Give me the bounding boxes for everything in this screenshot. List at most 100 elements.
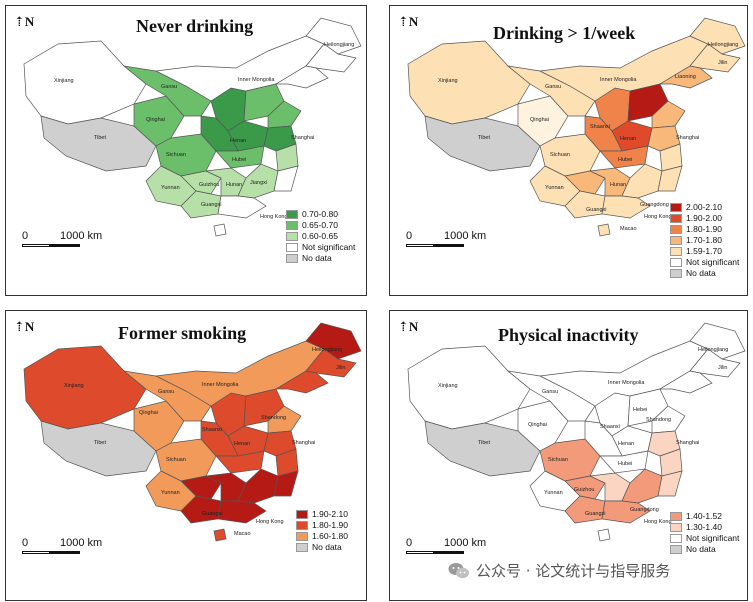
china-map-never-drinking: Xinjiang Tibet Qinghai Gansu Inner Mongo… — [23, 17, 362, 237]
region-fujian — [273, 470, 299, 497]
legend-swatch — [670, 523, 682, 532]
scale-zero: 0 — [22, 537, 29, 549]
region-hainan — [597, 528, 611, 542]
svg-text:Inner Mongolia: Inner Mongolia — [608, 380, 645, 386]
svg-text:Guangxi: Guangxi — [586, 207, 607, 213]
region-fujian — [273, 165, 299, 192]
svg-text:Henan: Henan — [620, 136, 636, 142]
svg-text:Hunan: Hunan — [610, 182, 626, 188]
legend-swatch — [670, 203, 682, 212]
region-tibet — [424, 420, 541, 477]
svg-text:Qinghai: Qinghai — [530, 117, 549, 123]
region-tibet — [40, 420, 157, 477]
svg-text:Shanghai: Shanghai — [676, 135, 699, 141]
scale-bar: 0 1000 km — [22, 230, 142, 254]
region-fujian — [657, 165, 683, 192]
region-hubei — [215, 450, 265, 474]
svg-text:Hunan: Hunan — [226, 182, 242, 188]
legend-swatch — [670, 247, 682, 256]
svg-text:Tibet: Tibet — [94, 440, 106, 446]
svg-text:Sichuan: Sichuan — [166, 457, 186, 463]
panel-title: Former smoking — [118, 323, 247, 343]
svg-text:Hubei: Hubei — [618, 461, 632, 467]
region-shandong — [267, 405, 302, 434]
svg-text:Qinghai: Qinghai — [139, 410, 158, 416]
svg-text:Shandong: Shandong — [261, 415, 286, 421]
region-hubei — [599, 145, 649, 169]
svg-text:Sichuan: Sichuan — [548, 457, 568, 463]
place-labels: Xinjiang Tibet Qinghai Gansu Inner Mongo… — [438, 347, 728, 525]
scale-label: 1000 km — [444, 537, 487, 549]
region-shandong — [267, 100, 302, 129]
svg-text:Heilongjiang: Heilongjiang — [324, 42, 354, 48]
svg-text:Jilin: Jilin — [336, 365, 345, 371]
svg-text:Tibet: Tibet — [94, 135, 106, 141]
svg-text:Shaanxi: Shaanxi — [600, 424, 620, 430]
svg-text:Guangxi: Guangxi — [202, 511, 223, 517]
scale-zero: 0 — [22, 230, 29, 242]
place-labels: Xinjiang Tibet Qinghai Gansu Inner Mongo… — [54, 42, 354, 220]
legend-item: Not significant — [286, 242, 355, 253]
svg-text:Guangdong: Guangdong — [630, 507, 659, 513]
svg-text:Inner Mongolia: Inner Mongolia — [238, 77, 275, 83]
legend-swatch — [670, 236, 682, 245]
region-guizhou — [180, 170, 222, 195]
svg-text:Hong Kong: Hong Kong — [256, 519, 284, 525]
svg-text:Shaanxi: Shaanxi — [590, 124, 610, 130]
svg-text:Jilin: Jilin — [718, 365, 727, 371]
legend-item: 1.90-2.00 — [670, 213, 739, 224]
map-panel-drinking-weekly: Xinjiang Tibet Qinghai Gansu Inner Mongo… — [389, 5, 748, 296]
svg-text:Hong Kong: Hong Kong — [644, 519, 672, 525]
svg-text:Yunnan: Yunnan — [161, 490, 180, 496]
north-arrow: ⇡N — [398, 319, 419, 334]
north-arrow: ⇡N — [14, 319, 35, 334]
region-xinjiang — [407, 40, 531, 125]
china-map-drinking-weekly: Xinjiang Tibet Qinghai Gansu Inner Mongo… — [407, 17, 746, 237]
legend-swatch — [670, 225, 682, 234]
svg-text:Xinjiang: Xinjiang — [438, 383, 458, 389]
svg-text:Gansu: Gansu — [158, 389, 174, 395]
region-hainan — [213, 528, 227, 542]
north-arrow: ⇡N — [398, 14, 419, 29]
region-shandong — [651, 405, 686, 434]
region-guangdong — [217, 195, 267, 219]
svg-text:Macao: Macao — [234, 531, 251, 537]
legend-swatch — [296, 510, 308, 519]
legend-swatch — [286, 221, 298, 230]
legend-item: No data — [286, 253, 355, 264]
region-xinjiang — [23, 345, 147, 430]
region-guangdong — [217, 500, 267, 524]
svg-text:Hubei: Hubei — [232, 157, 246, 163]
svg-text:Sichuan: Sichuan — [550, 152, 570, 158]
region-guangdong — [601, 195, 651, 219]
wechat-icon — [448, 562, 469, 578]
svg-text:Guizhou: Guizhou — [199, 182, 220, 188]
svg-text:Hong Kong: Hong Kong — [644, 214, 672, 220]
svg-text:Qinghai: Qinghai — [146, 117, 165, 123]
svg-text:Yunnan: Yunnan — [544, 490, 563, 496]
panel-title: Drinking > 1/week — [493, 23, 636, 43]
legend-swatch — [296, 532, 308, 541]
svg-text:Gansu: Gansu — [161, 84, 177, 90]
region-hainan — [597, 223, 611, 237]
svg-text:Xinjiang: Xinjiang — [438, 78, 458, 84]
svg-text:Qinghai: Qinghai — [528, 422, 547, 428]
svg-text:Sichuan: Sichuan — [166, 152, 186, 158]
legend-item: 1.70-1.80 — [670, 235, 739, 246]
svg-text:Macao: Macao — [620, 226, 637, 232]
scale-bar: 0 1000 km — [22, 537, 142, 561]
region-guizhou — [180, 475, 222, 500]
svg-text:Shandong: Shandong — [646, 417, 671, 423]
legend-item: Not significant — [670, 257, 739, 268]
region-hubei — [215, 145, 265, 169]
svg-text:Gansu: Gansu — [545, 84, 561, 90]
legend-item: 0.70-0.80 — [286, 209, 355, 220]
svg-text:Hong Kong: Hong Kong — [260, 214, 288, 220]
svg-text:Xinjiang: Xinjiang — [64, 383, 84, 389]
legend-swatch — [670, 269, 682, 278]
svg-text:Gansu: Gansu — [542, 389, 558, 395]
place-labels: Xinjiang Tibet Qinghai Gansu Inner Mongo… — [438, 42, 738, 232]
legend-item: 1.60-1.80 — [296, 531, 348, 542]
china-map-former-smoking: Xinjiang Tibet Qinghai Gansu Inner Mongo… — [23, 322, 362, 542]
legend-item: 1.40-1.52 — [670, 511, 739, 522]
